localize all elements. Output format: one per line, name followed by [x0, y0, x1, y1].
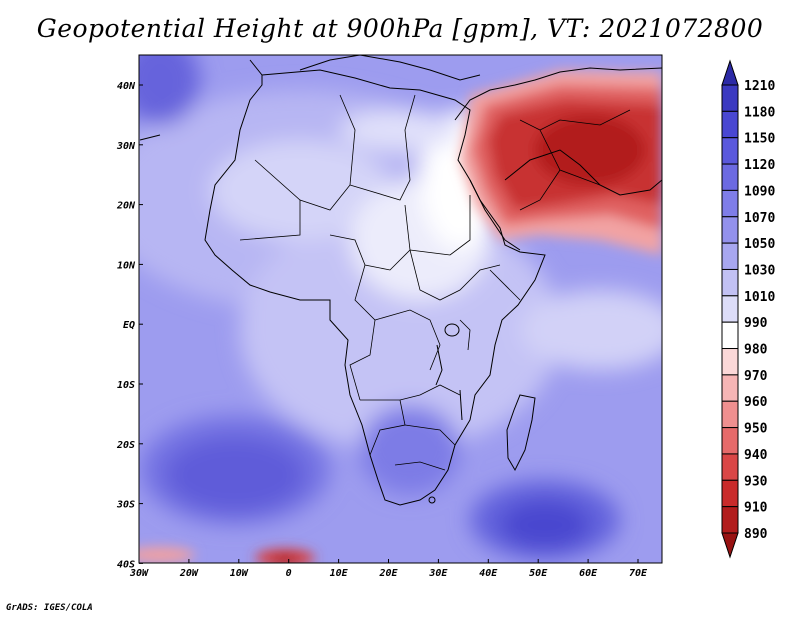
- colorbar-segment: [721, 137, 739, 165]
- lat-label: 40N: [117, 81, 136, 92]
- colorbar-segment: [721, 479, 739, 508]
- colorbar-label: 1180: [744, 105, 775, 120]
- lon-label: 60E: [579, 568, 598, 579]
- colorbar-label: 970: [744, 369, 768, 384]
- lon-label: 10W: [230, 568, 249, 579]
- colorbar-segment: [721, 374, 739, 402]
- lon-label: 30E: [428, 568, 448, 579]
- latitude-axis: 40N 30N 20N 10N EQ 10S 20S 30S 40S: [116, 81, 143, 570]
- lon-label: 30W: [129, 568, 149, 579]
- colorbar-label: 1090: [744, 184, 775, 199]
- colorbar-label: 1010: [744, 290, 775, 305]
- colorbar-label: 960: [744, 395, 768, 410]
- lon-label: 50E: [529, 568, 548, 579]
- chart-title: Geopotential Height at 900hPa [gpm], VT:…: [36, 14, 764, 43]
- colorbar-label: 1210: [744, 79, 775, 94]
- lat-label: 30S: [116, 500, 135, 511]
- colorbar-segment: [721, 110, 739, 139]
- colorbar-label: 1050: [744, 237, 775, 252]
- longitude-axis: 30W 20W 10W 0 10E 20E 30E 40E 50E 60E 70E: [129, 559, 648, 579]
- lat-label: 20S: [116, 440, 135, 451]
- lon-label: 40E: [479, 568, 498, 579]
- colorbar-top-arrow: [721, 59, 739, 86]
- colorbar-segment: [721, 295, 739, 323]
- lat-label: EQ: [123, 320, 135, 331]
- lat-label: 10N: [117, 260, 136, 271]
- colorbar-label: 1150: [744, 132, 775, 147]
- lon-label: 70E: [629, 568, 648, 579]
- lon-label: 20W: [179, 568, 199, 579]
- colorbar-segment: [721, 453, 739, 481]
- lon-label: 20E: [378, 568, 398, 579]
- colorbar-segment: [721, 321, 739, 350]
- lon-label: 0: [286, 568, 292, 579]
- lat-label: 20N: [116, 201, 136, 212]
- lat-label: 40S: [117, 559, 135, 570]
- colorbar-label: 940: [744, 448, 768, 463]
- colorbar-label: 890: [744, 527, 768, 542]
- colorbar-segment: [721, 348, 739, 376]
- colorbar: 1210 1180 1150 1120 1090 1070 1050 1030 1010 990 9…: [721, 59, 775, 559]
- colorbar-label: 910: [744, 501, 768, 516]
- colorbar-label: 990: [744, 316, 768, 331]
- colorbar-segment: [721, 506, 739, 534]
- colorbar-segment: [721, 189, 739, 218]
- colorbar-segment: [721, 268, 739, 297]
- lat-label: 30N: [116, 141, 136, 152]
- colorbar-segment: [721, 427, 739, 455]
- height-field: [139, 55, 662, 563]
- colorbar-segment: [721, 400, 739, 429]
- lakes: [428, 323, 463, 504]
- colorbar-segment: [721, 242, 739, 270]
- colorbar-label: 930: [744, 474, 768, 489]
- map-frame: [138, 54, 663, 564]
- colorbar-label: 1120: [744, 158, 775, 173]
- colorbar-segment: [721, 84, 739, 112]
- lon-label: 10E: [330, 568, 349, 579]
- colorbar-segment: [721, 163, 739, 191]
- colorbar-label: 1030: [744, 263, 775, 278]
- credit-text: GrADS: IGES/COLA: [6, 603, 93, 613]
- coastlines: [139, 55, 662, 506]
- colorbar-segment: [721, 216, 739, 244]
- lat-label: 10S: [117, 380, 135, 391]
- colorbar-label: 950: [744, 422, 768, 437]
- colorbar-label: 980: [744, 343, 768, 358]
- country-borders: [239, 94, 631, 471]
- colorbar-label: 1070: [744, 211, 775, 226]
- colorbar-bottom-arrow: [721, 532, 739, 559]
